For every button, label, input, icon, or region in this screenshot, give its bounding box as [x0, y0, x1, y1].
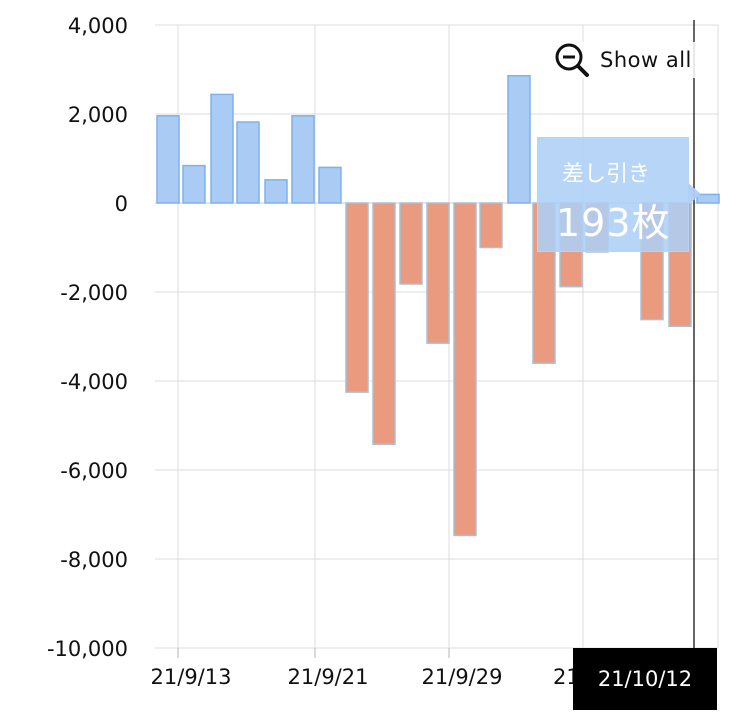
y-tick-label: 2,000: [68, 103, 128, 127]
y-tick-label: -2,000: [60, 281, 128, 305]
y-tick-label: -6,000: [60, 459, 128, 483]
tooltip-value: 193枚: [556, 201, 671, 245]
x-tick-label: 21/9/21: [288, 665, 369, 689]
tooltip: 差し引き 193枚: [537, 137, 701, 252]
crosshair-date-label: 21/10/12: [573, 648, 717, 710]
bar[interactable]: [236, 121, 260, 204]
bar[interactable]: [399, 202, 423, 285]
y-tick-label: -8,000: [60, 548, 128, 572]
bar[interactable]: [264, 179, 288, 204]
bars: [156, 74, 720, 537]
bar[interactable]: [318, 166, 342, 204]
bar[interactable]: [479, 202, 503, 249]
bar[interactable]: [210, 93, 234, 204]
y-tick-label: -10,000: [47, 637, 128, 661]
bar[interactable]: [453, 202, 477, 537]
y-tick-label: 0: [115, 192, 128, 216]
show-all-button[interactable]: Show all: [554, 42, 696, 78]
bar[interactable]: [426, 202, 450, 344]
bar[interactable]: [507, 74, 531, 204]
bar[interactable]: [345, 202, 369, 393]
tooltip-arrow: [688, 183, 701, 205]
show-all-label: Show all: [600, 48, 692, 72]
bar[interactable]: [291, 115, 315, 204]
y-tick-label: 4,000: [68, 14, 128, 38]
bar[interactable]: [156, 115, 180, 204]
bar[interactable]: [372, 202, 396, 445]
x-tick-label: 21/9/29: [422, 665, 503, 689]
zoom-out-icon: [555, 43, 589, 77]
tooltip-title: 差し引き: [562, 162, 651, 187]
x-tick-label: 21/9/13: [151, 665, 232, 689]
bar[interactable]: [182, 164, 206, 204]
y-tick-label: -4,000: [60, 370, 128, 394]
